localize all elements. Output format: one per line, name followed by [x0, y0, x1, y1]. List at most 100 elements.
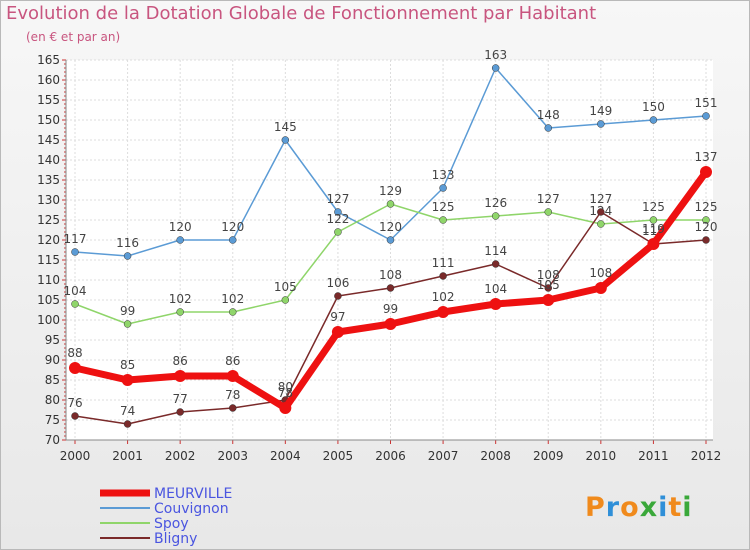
y-tick-label: 125	[37, 213, 60, 227]
logo-letter: i	[682, 492, 693, 523]
data-point	[386, 200, 395, 208]
data-label: 125	[642, 200, 665, 214]
data-point	[702, 236, 710, 244]
data-point	[386, 284, 395, 292]
y-tick-label: 95	[45, 333, 60, 347]
data-point	[702, 216, 710, 224]
y-tick-label: 80	[45, 393, 60, 407]
legend-label: Bligny	[154, 531, 197, 547]
x-tick-label: 2002	[165, 449, 196, 463]
data-label: 120	[169, 220, 192, 234]
data-label: 99	[120, 304, 135, 318]
data-label: 133	[432, 168, 455, 182]
data-label: 117	[64, 232, 87, 246]
logo-letter: i	[658, 492, 669, 523]
logo-letter: t	[668, 492, 683, 523]
x-tick-label: 2010	[586, 449, 617, 463]
data-label: 120	[221, 220, 244, 234]
data-label: 127	[326, 192, 349, 206]
x-tick-label: 2005	[323, 449, 354, 463]
data-label: 129	[379, 184, 402, 198]
data-label: 151	[695, 96, 718, 110]
data-label: 102	[221, 292, 244, 306]
x-tick-label: 2007	[428, 449, 459, 463]
data-label: 88	[67, 346, 82, 360]
data-point	[386, 236, 395, 244]
data-label: 78	[225, 388, 240, 402]
x-tick-label: 2012	[691, 449, 722, 463]
data-point	[439, 184, 447, 192]
data-label: 149	[589, 104, 612, 118]
logo-letter: P	[585, 492, 606, 523]
data-label: 97	[330, 310, 345, 324]
data-label: 86	[225, 354, 240, 368]
data-label: 122	[326, 212, 349, 226]
data-label: 163	[484, 48, 507, 62]
x-tick-label: 2003	[217, 449, 248, 463]
data-point	[281, 136, 290, 144]
data-point	[123, 420, 132, 428]
y-tick-label: 115	[37, 253, 60, 267]
data-label: 127	[537, 192, 560, 206]
x-tick-label: 2000	[60, 449, 91, 463]
data-point	[226, 370, 239, 382]
logo-letter: o	[620, 492, 640, 523]
data-label: 104	[64, 284, 87, 298]
data-point	[542, 294, 555, 306]
data-point	[544, 124, 552, 132]
data-point	[491, 64, 500, 72]
data-point	[491, 212, 500, 220]
data-point	[594, 282, 607, 294]
y-tick-label: 150	[37, 113, 60, 127]
data-point	[229, 404, 237, 412]
legend-label: Spoy	[154, 516, 189, 532]
data-label: 74	[120, 404, 135, 418]
data-point	[279, 402, 292, 414]
proxiti-logo: Proxiti	[585, 492, 693, 523]
y-tick-label: 75	[45, 413, 60, 427]
y-tick-label: 155	[37, 93, 60, 107]
chart-subtitle: (en € et par an)	[26, 30, 121, 44]
data-label: 76	[67, 396, 82, 410]
y-tick-label: 160	[37, 73, 60, 87]
data-point	[597, 220, 605, 228]
data-point	[649, 116, 658, 124]
data-label: 145	[274, 120, 297, 134]
data-label: 85	[120, 358, 135, 372]
data-label: 102	[432, 290, 455, 304]
data-point	[597, 120, 605, 128]
data-label: 126	[484, 196, 507, 210]
data-label: 148	[537, 108, 560, 122]
data-label: 120	[695, 220, 718, 234]
data-point	[439, 272, 447, 280]
data-label: 105	[274, 280, 297, 294]
data-point	[597, 208, 605, 216]
y-tick-label: 145	[37, 133, 60, 147]
data-point	[69, 362, 81, 374]
y-tick-label: 130	[37, 193, 60, 207]
data-point	[334, 292, 342, 300]
data-point	[229, 308, 237, 316]
data-label: 105	[537, 278, 560, 292]
data-label: 114	[484, 244, 507, 258]
y-tick-label: 100	[37, 313, 60, 327]
data-point	[121, 374, 134, 386]
data-point	[123, 320, 132, 328]
data-point	[384, 318, 397, 330]
data-label: 150	[642, 100, 665, 114]
x-tick-label: 2009	[533, 449, 564, 463]
logo-letter: x	[639, 492, 659, 523]
data-point	[647, 238, 660, 250]
data-point	[489, 298, 502, 310]
data-label: 104	[484, 282, 507, 296]
data-point	[281, 296, 290, 304]
y-tick-label: 110	[37, 273, 60, 287]
data-point	[334, 208, 342, 216]
data-label: 86	[173, 354, 188, 368]
data-point	[544, 208, 552, 216]
data-label: 137	[695, 150, 718, 164]
data-label: 99	[383, 302, 398, 316]
data-point	[437, 306, 450, 318]
data-point	[176, 236, 184, 244]
x-tick-label: 2004	[270, 449, 301, 463]
